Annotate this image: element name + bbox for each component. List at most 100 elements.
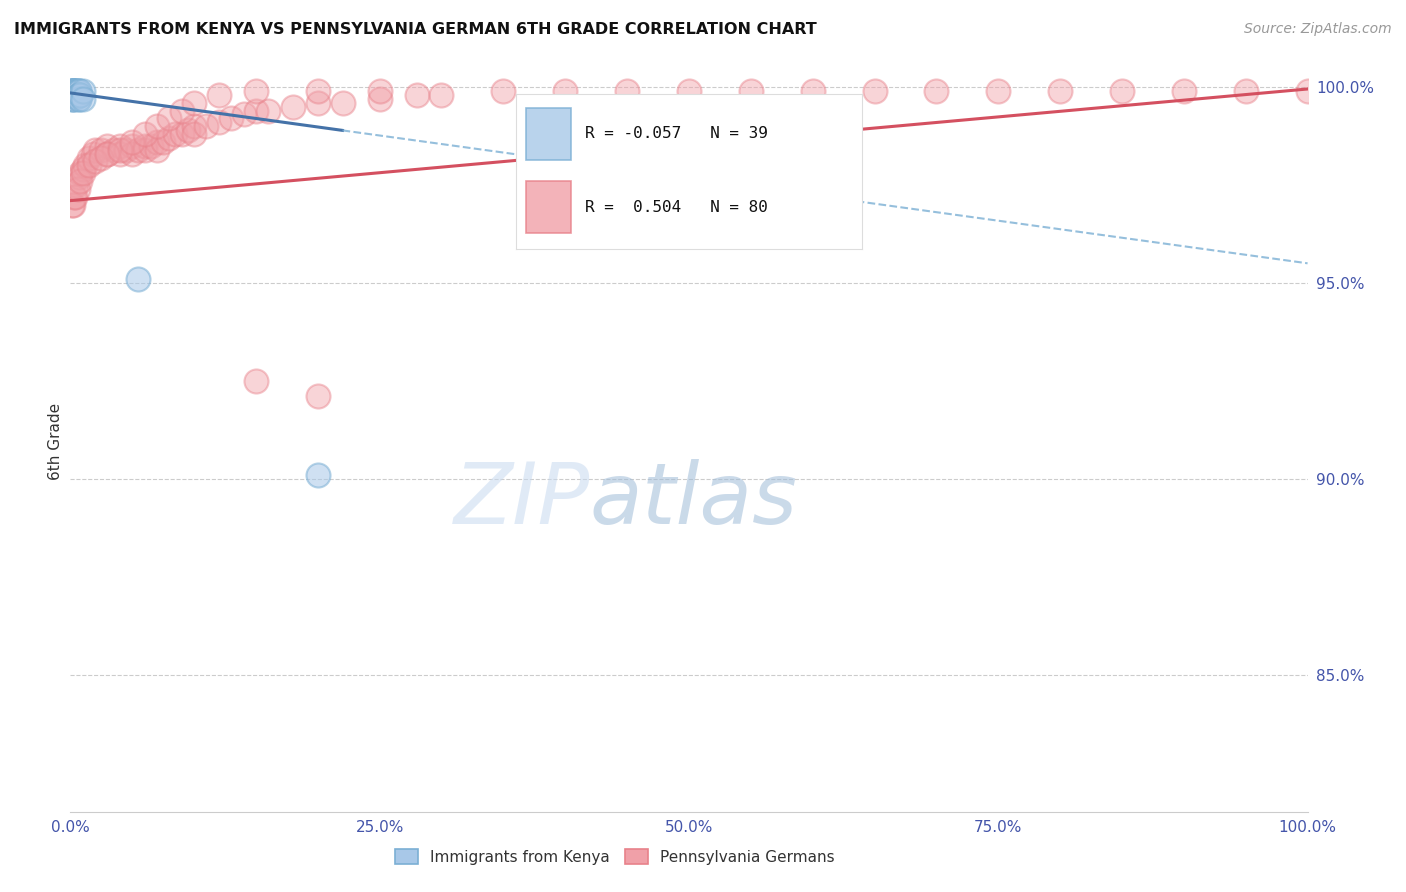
- Point: [146, 135, 169, 149]
- Point: [90, 151, 112, 165]
- Point: [67, 87, 90, 102]
- Point: [925, 84, 948, 98]
- Point: [170, 103, 193, 118]
- Point: [67, 84, 90, 98]
- Point: [127, 143, 149, 157]
- Point: [165, 127, 187, 141]
- Point: [139, 138, 162, 153]
- Point: [108, 138, 131, 153]
- Text: atlas: atlas: [591, 459, 799, 542]
- Point: [146, 119, 169, 133]
- Point: [195, 119, 218, 133]
- Point: [801, 84, 824, 98]
- Point: [307, 84, 329, 98]
- Point: [307, 389, 329, 403]
- Point: [90, 143, 112, 157]
- Point: [257, 103, 280, 118]
- Point: [281, 100, 304, 114]
- Point: [75, 158, 97, 172]
- Point: [332, 95, 354, 110]
- Text: ZIP: ZIP: [454, 459, 591, 542]
- Point: [72, 162, 94, 177]
- Point: [67, 170, 90, 185]
- Point: [69, 166, 91, 180]
- Point: [987, 84, 1010, 98]
- Point: [96, 138, 118, 153]
- Point: [65, 178, 87, 192]
- Point: [405, 87, 427, 102]
- Point: [62, 87, 84, 102]
- Point: [863, 84, 886, 98]
- Point: [740, 84, 762, 98]
- Point: [65, 84, 87, 98]
- Point: [430, 87, 453, 102]
- Point: [65, 190, 87, 204]
- Point: [72, 92, 94, 106]
- Point: [82, 146, 104, 161]
- Point: [183, 127, 205, 141]
- Point: [96, 146, 118, 161]
- Point: [62, 92, 84, 106]
- Point: [245, 84, 267, 98]
- Point: [127, 272, 149, 286]
- Point: [67, 87, 90, 102]
- Point: [368, 84, 391, 98]
- Point: [69, 87, 91, 102]
- Point: [77, 151, 100, 165]
- Point: [63, 190, 86, 204]
- Point: [108, 146, 131, 161]
- Point: [66, 182, 89, 196]
- Point: [121, 138, 143, 153]
- Point: [245, 374, 267, 388]
- Point: [65, 87, 87, 102]
- Point: [307, 95, 329, 110]
- Point: [63, 84, 86, 98]
- Point: [108, 143, 131, 157]
- Point: [65, 87, 87, 102]
- Point: [60, 87, 83, 102]
- Point: [60, 86, 83, 100]
- Point: [177, 123, 200, 137]
- Point: [60, 84, 83, 98]
- Point: [134, 138, 156, 153]
- Point: [77, 158, 100, 172]
- Legend: Immigrants from Kenya, Pennsylvania Germans: Immigrants from Kenya, Pennsylvania Germ…: [388, 843, 841, 871]
- Point: [492, 84, 515, 98]
- Point: [1234, 84, 1257, 98]
- Point: [183, 95, 205, 110]
- Point: [66, 84, 89, 98]
- Point: [84, 143, 107, 157]
- Point: [368, 92, 391, 106]
- Point: [152, 135, 174, 149]
- Point: [678, 84, 700, 98]
- Point: [67, 92, 90, 106]
- Point: [134, 127, 156, 141]
- Point: [1049, 84, 1071, 98]
- Point: [60, 84, 83, 98]
- Point: [60, 92, 83, 106]
- Point: [62, 87, 84, 102]
- Point: [134, 143, 156, 157]
- Point: [62, 197, 84, 211]
- Point: [554, 84, 576, 98]
- Point: [616, 84, 638, 98]
- Point: [63, 87, 86, 102]
- Point: [62, 84, 84, 98]
- Point: [63, 92, 86, 106]
- Point: [103, 143, 125, 157]
- Point: [72, 166, 94, 180]
- Point: [63, 84, 86, 98]
- Point: [72, 84, 94, 98]
- Point: [157, 112, 180, 126]
- Point: [1173, 84, 1195, 98]
- Point: [62, 84, 84, 98]
- Point: [67, 84, 90, 98]
- Point: [208, 87, 231, 102]
- Point: [183, 119, 205, 133]
- Point: [1111, 84, 1133, 98]
- Point: [69, 174, 91, 188]
- Point: [307, 467, 329, 482]
- Text: IMMIGRANTS FROM KENYA VS PENNSYLVANIA GERMAN 6TH GRADE CORRELATION CHART: IMMIGRANTS FROM KENYA VS PENNSYLVANIA GE…: [14, 22, 817, 37]
- Point: [67, 92, 90, 106]
- Text: Source: ZipAtlas.com: Source: ZipAtlas.com: [1244, 22, 1392, 37]
